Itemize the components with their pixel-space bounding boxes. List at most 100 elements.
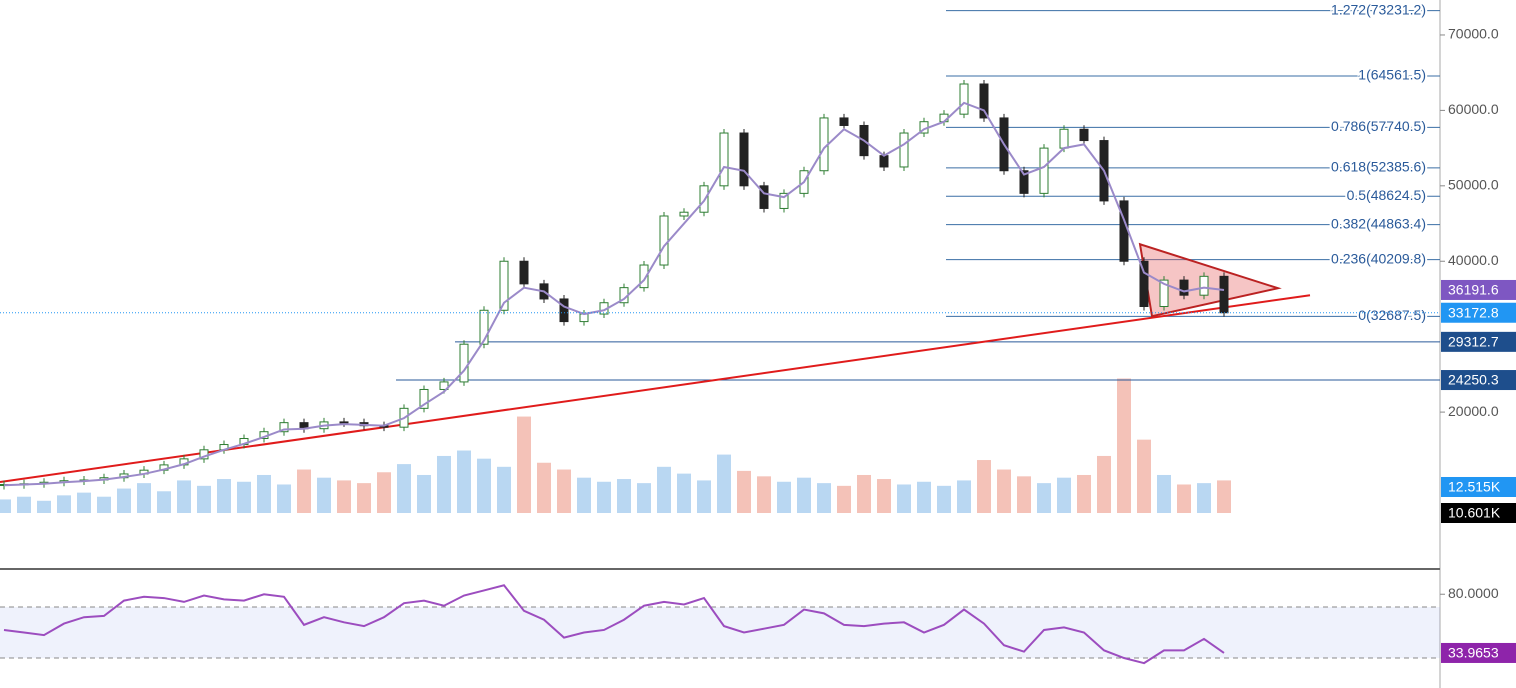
volume-bar (977, 460, 991, 513)
volume-bar (237, 481, 251, 513)
volume-bar (637, 483, 651, 513)
volume-bar (77, 492, 91, 513)
volume-bar (877, 479, 891, 513)
fib-label: 1.272(73231.2) (1331, 1, 1426, 17)
candle-body (459, 343, 469, 383)
candle-body (779, 192, 789, 209)
y-tick-label: 60000.0 (1448, 101, 1499, 117)
volume-bar (817, 483, 831, 513)
volume-bar (1177, 484, 1191, 513)
candle-body (719, 132, 729, 187)
candle-body (959, 83, 969, 115)
volume-bar (837, 485, 851, 513)
level-label-box (1441, 370, 1516, 391)
volume-bar (557, 469, 571, 513)
candle-body (1219, 275, 1229, 314)
volume-bar (337, 480, 351, 513)
fib-label: 0.786(57740.5) (1331, 118, 1426, 134)
volume-bar (757, 476, 771, 513)
level-label-box (1441, 331, 1516, 352)
y-tick-label: 70000.0 (1448, 26, 1499, 42)
volume-bar (0, 499, 11, 513)
volume-bar (1017, 476, 1031, 513)
volume-bar (117, 488, 131, 513)
level-label: 29312.7 (1448, 334, 1499, 350)
candle-body (419, 388, 429, 409)
volume-bar (997, 469, 1011, 513)
candle-body (759, 185, 769, 209)
volume-bar (717, 454, 731, 513)
volume-bar (1097, 455, 1111, 513)
rsi-line (3, 584, 1225, 665)
ma-label-box (1441, 279, 1516, 300)
candle-body (639, 264, 649, 289)
volume-bar (157, 491, 171, 513)
volume-bar (937, 485, 951, 513)
volume-bar (97, 496, 111, 513)
volume-bar (257, 474, 271, 513)
volume-bar (1057, 477, 1071, 513)
volume-bar (317, 477, 331, 513)
volume-bar (677, 473, 691, 513)
volume-bar (617, 479, 631, 513)
volume-bar (457, 450, 471, 513)
volume-bar (1197, 483, 1211, 513)
candle-body (679, 211, 689, 217)
rsi-label: 33.9653 (1448, 645, 1499, 661)
volume-bar (17, 496, 31, 513)
volume-bar (377, 472, 391, 513)
candle-body (339, 421, 349, 424)
fib-label: 0.618(52385.6) (1331, 159, 1426, 175)
candle-body (1179, 279, 1189, 296)
volume-bar (577, 477, 591, 513)
volume-tick-label: 10.601K (1448, 505, 1501, 521)
volume-bar (497, 466, 511, 513)
candle-body (659, 215, 669, 266)
volume-bar (657, 466, 671, 513)
candle-body (1079, 128, 1089, 142)
volume-bar (957, 480, 971, 513)
candle-body (1199, 275, 1209, 296)
volume-bar (537, 462, 551, 513)
candle-body (1159, 279, 1169, 308)
candle-body (579, 313, 589, 323)
volume-bar (277, 484, 291, 513)
y-tick-label: 20000.0 (1448, 403, 1499, 419)
candle-body (519, 260, 529, 285)
last-price-label-box (1441, 302, 1516, 323)
volume-tick-label-box (1441, 476, 1516, 497)
candle-body (559, 298, 569, 323)
volume-bar (597, 481, 611, 513)
volume-bar (1117, 378, 1131, 513)
volume-bar (57, 495, 71, 513)
candle-body (439, 381, 449, 390)
volume-bar (1137, 439, 1151, 513)
candle-body (879, 155, 889, 168)
volume-bar (1077, 474, 1091, 513)
candle-body (1139, 260, 1149, 308)
volume-tick-label: 12.515K (1448, 479, 1501, 495)
candle-body (839, 117, 849, 126)
candle-body (899, 132, 909, 168)
volume-bar (217, 479, 231, 513)
y-tick-label: 50000.0 (1448, 177, 1499, 193)
volume-bar (737, 470, 751, 513)
rsi-tick-label: 80.0000 (1448, 585, 1499, 601)
rsi-label-box (1441, 642, 1516, 663)
moving-average (3, 101, 1225, 487)
volume-bar (897, 484, 911, 513)
candle-body (279, 422, 289, 433)
volume-bar (397, 464, 411, 513)
level-label: 24250.3 (1448, 372, 1499, 388)
candle-body (1039, 147, 1049, 194)
candle-body (1019, 170, 1029, 194)
candle-body (1119, 200, 1129, 262)
candle-body (479, 309, 489, 345)
candle-body (1059, 128, 1069, 149)
volume-bar (797, 477, 811, 513)
volume-bar (777, 481, 791, 513)
candle-body (979, 83, 989, 119)
